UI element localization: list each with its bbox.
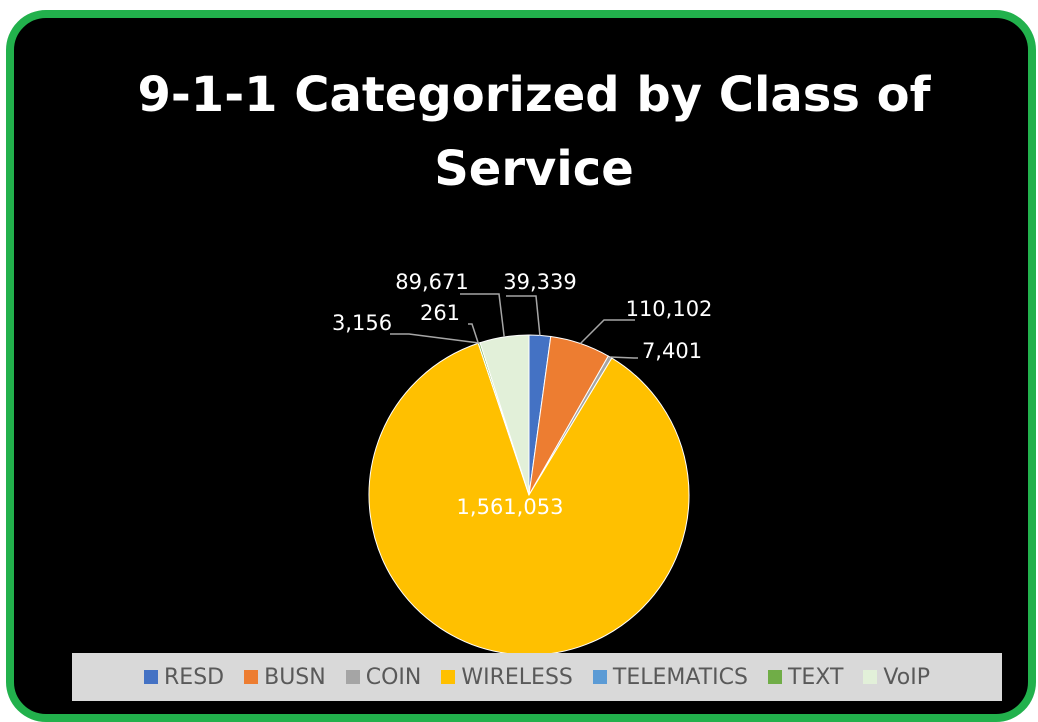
leader-line [506,295,541,336]
data-label: 89,671 [395,270,468,294]
legend-item: COIN [345,664,422,690]
data-label: 1,561,053 [457,495,564,519]
data-label: 7,401 [642,339,702,363]
legend-swatch [144,670,159,684]
leader-line [460,293,505,338]
data-label: 3,156 [332,311,392,335]
legend-label: TEXT [787,664,844,690]
legend-item: RESD [144,665,224,690]
data-label: 261 [420,301,460,325]
legend-label: WIRELESS [461,664,573,690]
legend-label: TELEMATICS [612,664,748,690]
legend-label: VoIP [883,664,930,690]
legend-label: BUSN [264,664,326,690]
leader-line [468,323,480,344]
legend-swatch [863,670,878,684]
data-label: 110,102 [626,297,713,321]
legend-item: WIRELESS [441,665,573,690]
chart: 39,339 110,102 7,401 1,561,053 261 3,15689,67… [332,270,713,656]
legend-swatch [345,670,360,684]
pie-slice [479,334,530,496]
legend-label: RESD [164,664,225,690]
legend-item: TELEMATICS [592,664,748,690]
leader-line [390,333,480,344]
legend-swatch [441,670,456,684]
data-label: 39,339 [503,270,576,294]
legend-item: BUSN [244,665,326,690]
chart-title: 9-1-1 Categorized by Class of Service [137,67,931,197]
legend-swatch [244,670,259,684]
legend-item: TEXT [767,664,844,690]
leader-line [610,356,638,359]
legend-swatch [592,670,607,684]
legend-label: COIN [365,664,422,690]
legend: RESD BUSN COIN WIRELESS TELEMATICS TEXT VoIP [72,653,1002,701]
legend-swatch [767,670,782,684]
chart-frame: 9-1-1 Categorized by Class of Service 39… [6,10,1036,722]
leader-line [579,319,635,345]
legend-item: VoIP [863,665,930,690]
